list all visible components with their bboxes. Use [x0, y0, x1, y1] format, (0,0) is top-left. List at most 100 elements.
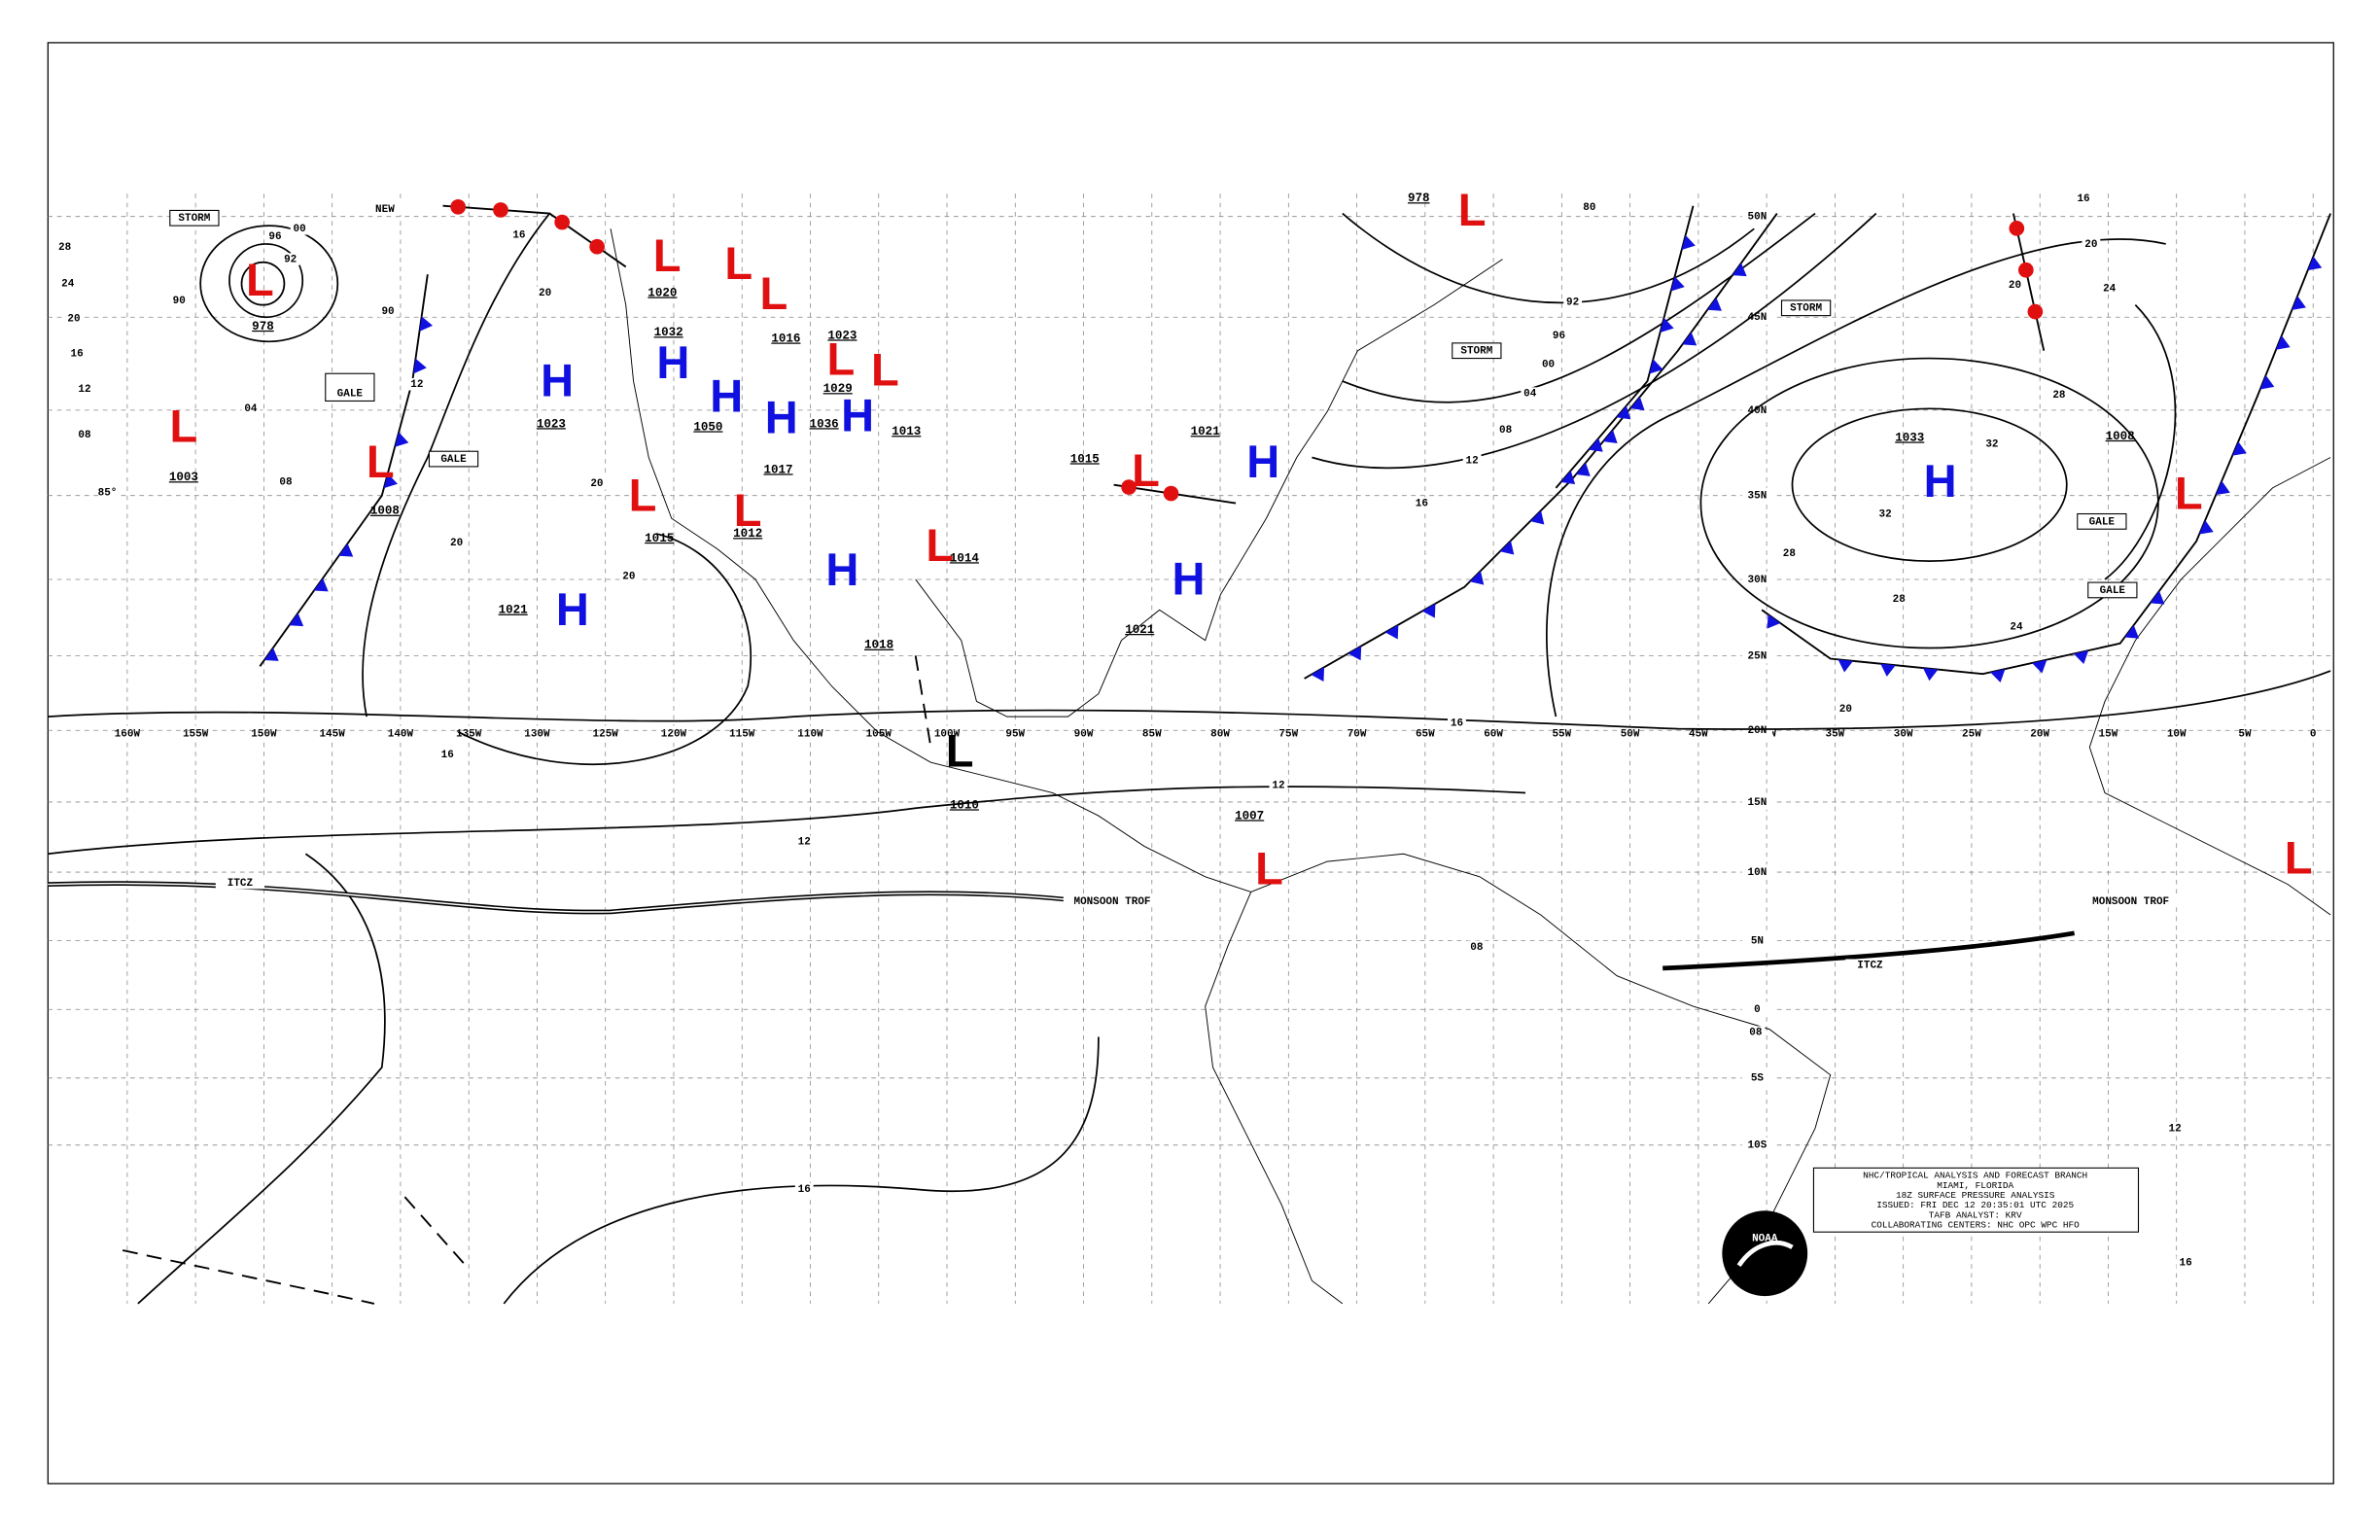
lon-label: 10W — [2167, 728, 2187, 740]
isobar-label-bg — [1779, 547, 1799, 560]
lon-label: 55W — [1552, 728, 1571, 740]
cold-front-pip — [1681, 234, 1696, 251]
isobar-label: 20 — [67, 314, 80, 326]
central-pressure: 978 — [252, 320, 274, 333]
central-pressure: 1008 — [370, 505, 400, 518]
central-pressure: 1015 — [645, 532, 674, 545]
lon-label-bg — [655, 725, 692, 742]
cold-front-pip — [1384, 624, 1399, 640]
cold-front-pip — [1682, 332, 1698, 346]
coastline — [2088, 457, 2331, 916]
central-pressure: 1021 — [1125, 623, 1154, 637]
isobar-label: 00 — [294, 224, 306, 235]
isobar-label-bg — [438, 749, 457, 761]
isobar-label-bg — [58, 277, 78, 290]
isobar-label: 16 — [1451, 718, 1463, 729]
lon-label-bg — [791, 725, 829, 742]
isobar-label-bg — [281, 253, 300, 265]
coastlines — [610, 228, 2331, 1305]
warning-label: STORM — [178, 213, 210, 225]
isobar — [503, 1036, 1100, 1305]
lat-label: 30N — [1748, 575, 1768, 586]
lon-label-bg — [2089, 725, 2127, 742]
warm-front-pip — [2027, 303, 2044, 320]
lon-label: 125W — [593, 728, 619, 740]
cold-front-pip — [419, 316, 434, 332]
lat-label: 5N — [1751, 936, 1764, 948]
isobar-label-bg — [1982, 438, 2002, 450]
isobar — [2104, 304, 2177, 580]
lon-label: 75W — [1278, 728, 1298, 740]
lon-label-bg — [1065, 725, 1102, 742]
isobar-label-bg — [2082, 237, 2101, 251]
lat-label: 10N — [1748, 867, 1768, 879]
cold-front-pip — [2124, 624, 2140, 639]
isobar-label: 24 — [2010, 621, 2023, 633]
isobar-label: 92 — [1566, 297, 1579, 308]
lon-label-bg — [1884, 725, 1922, 742]
isobar-label: 12 — [410, 379, 423, 391]
isobar-label: 28 — [2052, 390, 2065, 402]
lon-label: 30W — [1894, 728, 1913, 740]
itcz — [1662, 930, 2076, 971]
lat-label-bg — [1741, 487, 1773, 504]
isobar — [48, 786, 1526, 856]
isobar-label-bg — [587, 476, 607, 490]
isobar-label: 90 — [381, 306, 394, 318]
lon-label-bg — [586, 725, 624, 742]
itcz-inner — [48, 882, 1068, 913]
warm-front-pip — [450, 198, 467, 215]
isobar-label-bg — [290, 222, 309, 235]
warning-label: GALE — [440, 454, 467, 466]
lon-label: 155W — [183, 728, 209, 740]
warning-label: GALE — [337, 389, 364, 401]
pressure-center: H — [710, 369, 743, 421]
lon-label-bg — [177, 725, 214, 742]
cold-front-pip — [1649, 359, 1663, 374]
central-pressure: 1003 — [169, 471, 198, 484]
pressure-center: L — [759, 267, 788, 319]
isobar-label: 12 — [78, 384, 90, 396]
isobar-label: 20 — [590, 478, 603, 490]
pressure-center: H — [1246, 436, 1279, 487]
central-pressure: 1023 — [537, 417, 566, 431]
lon-label-bg — [2294, 725, 2332, 742]
feature-label-bg — [1845, 959, 1895, 972]
lon-label-bg — [2157, 725, 2195, 742]
pressure-center: H — [541, 355, 574, 406]
feature-label: ITCZ — [1857, 961, 1883, 972]
lon-label: 25W — [1962, 728, 1981, 740]
central-pressure: 1018 — [864, 639, 893, 652]
isobar-label-bg — [1746, 1026, 1766, 1039]
lon-label: 120W — [661, 728, 687, 740]
lon-label-bg — [450, 725, 488, 742]
cold-front-pip — [1732, 262, 1747, 277]
lon-label: 115W — [729, 728, 755, 740]
lon-label-bg — [997, 725, 1034, 742]
pressure-center: L — [871, 344, 899, 396]
lon-label: 160W — [115, 728, 141, 740]
isobar-label-bg — [2165, 1122, 2185, 1135]
central-pressure: 1021 — [1191, 425, 1220, 438]
pressure-center: H — [1172, 553, 1205, 605]
front-line — [1304, 213, 1778, 680]
isobar-label: 32 — [1879, 508, 1892, 520]
pressure-center: L — [2285, 832, 2313, 884]
warning-box — [1452, 342, 1502, 360]
central-pressure: 1014 — [950, 551, 980, 565]
lon-label: 35W — [1826, 728, 1845, 740]
isobar-label-bg — [619, 570, 639, 583]
warning-box — [1780, 299, 1832, 317]
isobar-label-bg — [169, 294, 189, 307]
title-line: TAFB ANALYST: KRV — [1929, 1209, 2022, 1220]
lat-label-bg — [1741, 794, 1773, 810]
isobar-label: 04 — [244, 403, 258, 415]
isobar-label: 20 — [1839, 704, 1852, 716]
feature-label-bg — [1063, 894, 1162, 908]
cold-front-pip — [383, 472, 398, 489]
pressure-center: L — [653, 229, 682, 281]
isobar-label: 28 — [1893, 594, 1906, 606]
pressure-center: L — [1458, 184, 1487, 235]
lon-label-bg — [1611, 725, 1649, 742]
isobar-label-bg — [1412, 497, 1431, 509]
